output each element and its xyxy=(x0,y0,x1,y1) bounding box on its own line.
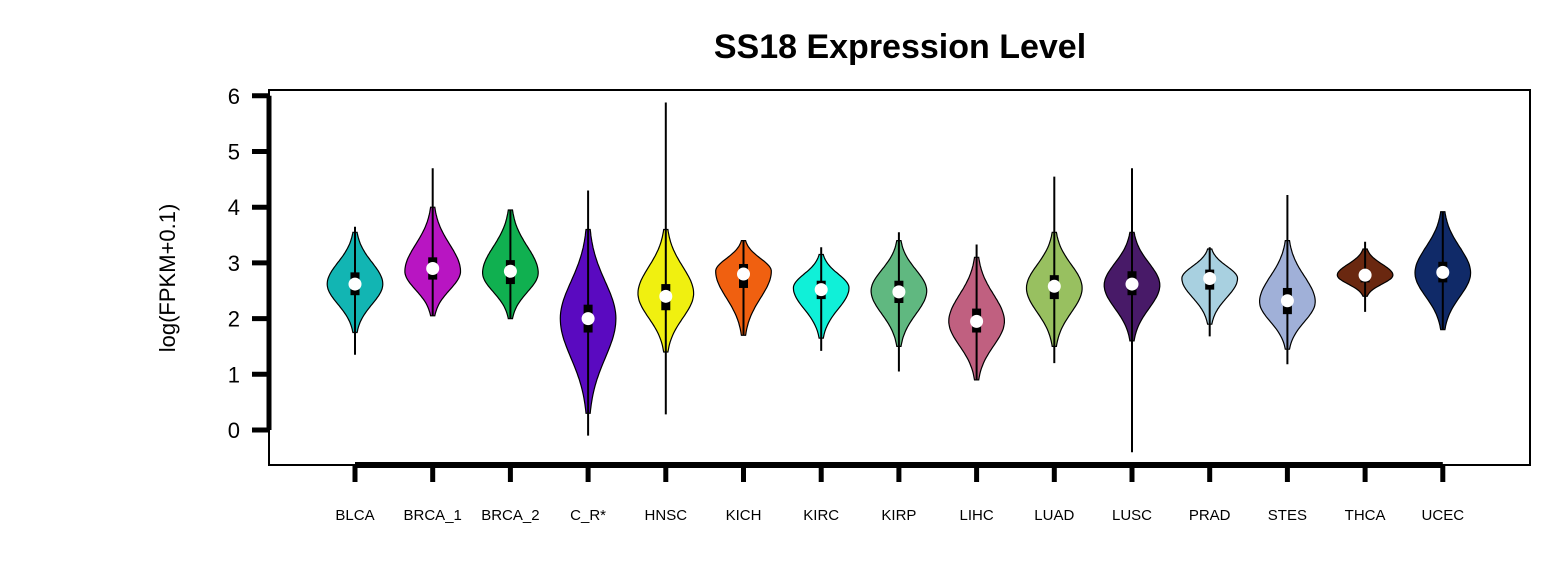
violins xyxy=(326,102,1472,453)
median-point-STES xyxy=(1280,294,1294,308)
median-point-PRAD xyxy=(1203,271,1217,285)
violin-KIRP xyxy=(870,232,928,372)
x-tick-label-BLCA: BLCA xyxy=(335,507,374,524)
median-point-KIRP xyxy=(892,285,906,299)
median-point-KIRC xyxy=(814,283,828,297)
x-tick-label-THCA: THCA xyxy=(1345,507,1386,524)
y-tick-label-4: 4 xyxy=(228,195,240,220)
violin-STES xyxy=(1259,194,1316,365)
violin-KIRC xyxy=(792,247,850,351)
x-tick-label-HNSC: HNSC xyxy=(645,507,688,524)
violin-LUSC xyxy=(1103,168,1161,453)
median-point-LIHC xyxy=(970,314,984,328)
median-point-LUSC xyxy=(1125,277,1139,291)
violin-BRCA_1 xyxy=(404,168,462,317)
x-tick-label-LUSC: LUSC xyxy=(1112,507,1152,524)
x-tick-label-BRCA_1: BRCA_1 xyxy=(404,507,462,524)
violin-UCEC xyxy=(1414,211,1472,331)
y-axis-label: log(FPKM+0.1) xyxy=(155,204,180,353)
median-point-BLCA xyxy=(348,277,362,291)
x-tick-label-UCEC: UCEC xyxy=(1422,507,1465,524)
median-point-BRCA_2 xyxy=(503,264,517,278)
violin-LIHC xyxy=(948,244,1005,381)
violin-THCA xyxy=(1336,241,1394,312)
median-point-LUAD xyxy=(1047,279,1061,293)
violin-PRAD xyxy=(1181,247,1239,337)
x-axis: BLCA BRCA_1 BRCA_2 C_R* HNSC KICH KIRC KIRP LIHC… xyxy=(335,462,1465,524)
violin-BLCA xyxy=(326,226,384,355)
y-tick-label-2: 2 xyxy=(228,307,240,332)
y-tick-label-0: 0 xyxy=(228,418,240,443)
violin-BRCA_2 xyxy=(482,209,539,320)
y-tick-label-1: 1 xyxy=(228,362,240,387)
median-point-KICH xyxy=(737,267,750,281)
x-tick-label-PRAD: PRAD xyxy=(1189,507,1231,524)
x-tick-label-KIRP: KIRP xyxy=(881,507,916,524)
chart-title: SS18 Expression Level xyxy=(714,28,1086,66)
y-axis: 0 1 2 3 4 5 6 xyxy=(228,84,272,443)
violin-HNSC xyxy=(637,102,695,415)
median-point-C_R* xyxy=(581,312,595,326)
y-tick-label-5: 5 xyxy=(228,140,240,165)
x-tick-label-C_R*: C_R* xyxy=(570,507,606,524)
x-tick-label-KICH: KICH xyxy=(726,507,762,524)
violin-LUAD xyxy=(1025,176,1083,364)
y-tick-label-6: 6 xyxy=(228,84,240,109)
x-tick-label-STES: STES xyxy=(1268,507,1307,524)
x-tick-label-KIRC: KIRC xyxy=(803,507,839,524)
x-tick-label-LUAD: LUAD xyxy=(1034,507,1074,524)
x-tick-label-LIHC: LIHC xyxy=(960,507,994,524)
median-point-HNSC xyxy=(659,289,673,303)
y-tick-label-3: 3 xyxy=(228,251,240,276)
median-point-BRCA_1 xyxy=(426,261,440,275)
median-point-UCEC xyxy=(1436,265,1450,279)
median-point-THCA xyxy=(1358,268,1372,282)
violin-KICH xyxy=(715,240,772,336)
x-tick-label-BRCA_2: BRCA_2 xyxy=(481,507,539,524)
violin-C_R* xyxy=(559,190,617,436)
